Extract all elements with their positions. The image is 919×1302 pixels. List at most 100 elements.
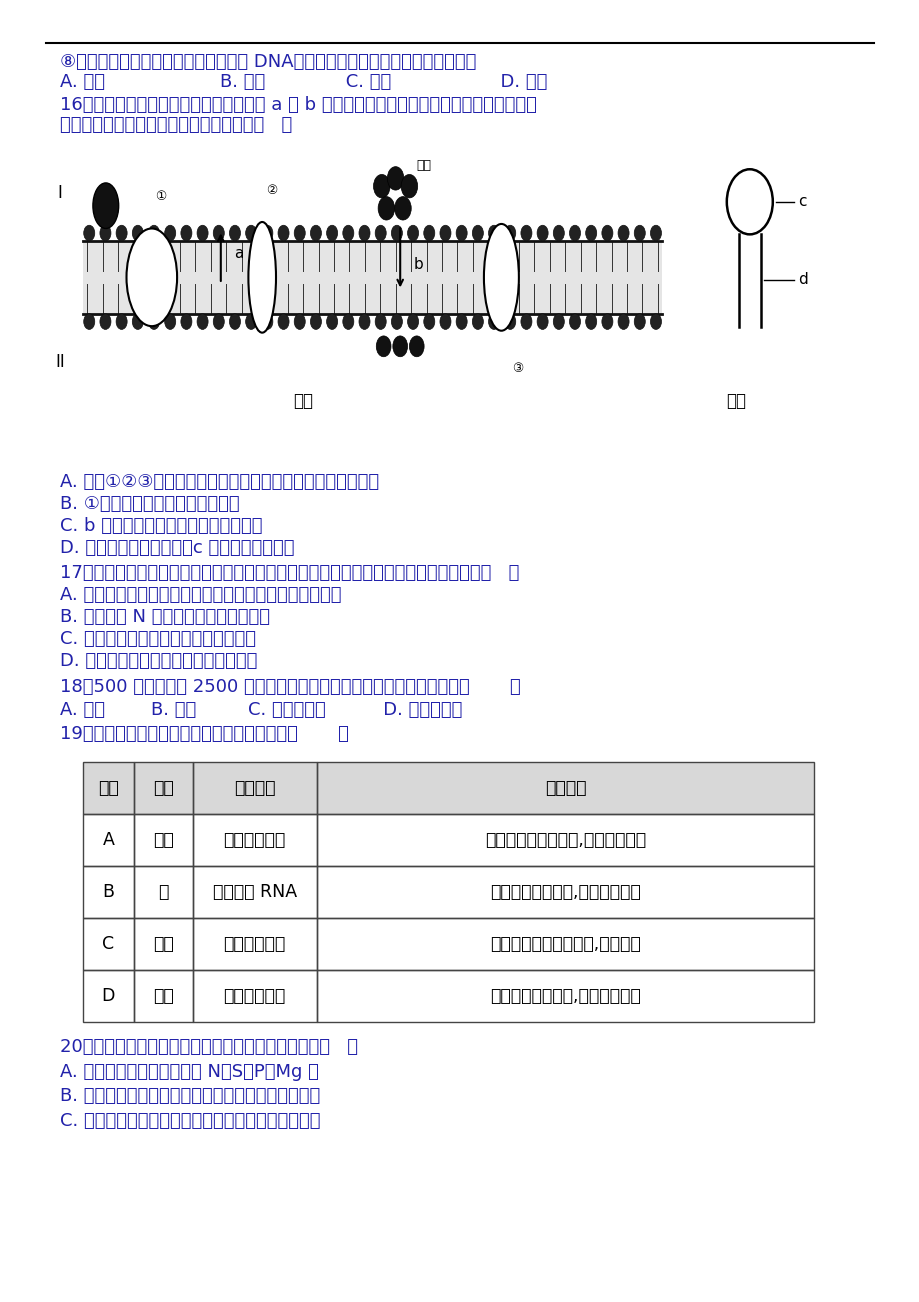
Circle shape (569, 225, 580, 241)
Text: 磷脂分子结构模式图，下列叙述错误的是（   ）: 磷脂分子结构模式图，下列叙述错误的是（ ） (60, 116, 291, 134)
Ellipse shape (483, 224, 518, 331)
Text: a: a (234, 246, 244, 262)
Bar (134, 866, 192, 918)
Text: A. 整合素的合成和加工与核糖体、内质网和高尔基体有关: A. 整合素的合成和加工与核糖体、内质网和高尔基体有关 (60, 586, 341, 604)
Text: 胞量: 胞量 (416, 159, 431, 172)
Text: 蛋白质与糖类: 蛋白质与糖类 (223, 935, 286, 953)
Circle shape (520, 314, 531, 329)
Circle shape (391, 314, 402, 329)
Ellipse shape (93, 182, 119, 229)
Circle shape (537, 314, 548, 329)
Circle shape (601, 225, 612, 241)
Circle shape (375, 314, 386, 329)
Circle shape (424, 225, 435, 241)
Circle shape (132, 225, 143, 241)
Circle shape (585, 314, 596, 329)
Circle shape (100, 225, 111, 241)
Circle shape (165, 314, 176, 329)
Text: 20、下列有关细胞的统一性与差异性的说法正确的是（   ）: 20、下列有关细胞的统一性与差异性的说法正确的是（ ） (60, 1038, 357, 1056)
Circle shape (132, 314, 143, 329)
Bar (83, 970, 813, 1022)
Circle shape (387, 167, 403, 190)
Circle shape (165, 225, 176, 241)
Circle shape (229, 225, 240, 241)
Circle shape (505, 225, 516, 241)
Text: C. 中心体是动物细胞区别于植物细胞所特有的细胞器: C. 中心体是动物细胞区别于植物细胞所特有的细胞器 (60, 1112, 320, 1130)
Circle shape (213, 314, 224, 329)
Text: A: A (102, 831, 114, 849)
Circle shape (633, 314, 644, 329)
Text: 化学组成: 化学组成 (233, 779, 275, 797)
Circle shape (569, 314, 580, 329)
Text: A. 构成细胞的微量元素包括 N、S、P、Mg 等: A. 构成细胞的微量元素包括 N、S、P、Mg 等 (60, 1062, 318, 1081)
Circle shape (650, 225, 661, 241)
Circle shape (294, 225, 305, 241)
Circle shape (407, 314, 418, 329)
Circle shape (488, 225, 499, 241)
Text: ⑧原核细胞与真核细胞的遗传物质都是 DNA，体现了原核细胞与真核细胞的统一性: ⑧原核细胞与真核细胞的遗传物质都是 DNA，体现了原核细胞与真核细胞的统一性 (60, 53, 476, 72)
Bar (192, 866, 316, 918)
Circle shape (262, 314, 273, 329)
Text: ①: ① (155, 190, 166, 203)
Bar (134, 762, 192, 814)
Text: 序号: 序号 (98, 779, 119, 797)
Circle shape (488, 314, 499, 329)
Text: 物质: 物质 (153, 779, 174, 797)
Circle shape (197, 225, 208, 241)
Bar (316, 762, 813, 814)
Text: B. 植物细胞和动物细胞中含量最多的化合物是蛋白质: B. 植物细胞和动物细胞中含量最多的化合物是蛋白质 (60, 1087, 320, 1105)
Circle shape (262, 225, 273, 241)
Bar (83, 814, 134, 866)
Bar (316, 970, 813, 1022)
Circle shape (618, 225, 629, 241)
Circle shape (116, 314, 127, 329)
Bar (83, 241, 662, 314)
Circle shape (552, 225, 563, 241)
Text: 17、整合素是广泛分布于细胞表面的糖蛋白，由两条肽锁构成，下列有关叙述错误的是（   ）: 17、整合素是广泛分布于细胞表面的糖蛋白，由两条肽锁构成，下列有关叙述错误的是（… (60, 564, 518, 582)
Circle shape (181, 225, 192, 241)
Text: C: C (102, 935, 114, 953)
Text: 图甲: 图甲 (293, 392, 313, 410)
Text: 酯: 酯 (158, 883, 168, 901)
Circle shape (378, 197, 394, 220)
Circle shape (358, 225, 369, 241)
Text: D: D (102, 987, 115, 1005)
Circle shape (294, 314, 305, 329)
Bar (83, 866, 134, 918)
Text: 18、500 克黄豆制成 2500 克黄豆芽，在这个过程中有机物总量的变化是（       ）: 18、500 克黄豆制成 2500 克黄豆芽，在这个过程中有机物总量的变化是（ … (60, 678, 520, 697)
Bar (316, 918, 813, 970)
Circle shape (726, 169, 772, 234)
Bar (192, 970, 316, 1022)
Bar (134, 970, 192, 1022)
Circle shape (343, 314, 354, 329)
Bar (83, 762, 813, 814)
Text: 抗体: 抗体 (153, 987, 174, 1005)
Circle shape (373, 174, 390, 198)
Bar (316, 814, 813, 866)
Circle shape (181, 314, 192, 329)
Circle shape (394, 197, 411, 220)
Circle shape (310, 314, 321, 329)
Circle shape (601, 314, 612, 329)
Circle shape (392, 336, 407, 357)
Circle shape (343, 225, 354, 241)
Circle shape (439, 225, 450, 241)
Text: C. b 可表示肌细胞从组织液中吸收氧气: C. b 可表示肌细胞从组织液中吸收氧气 (60, 517, 262, 535)
Bar (192, 762, 316, 814)
Text: 蛋白质或脂肥: 蛋白质或脂肥 (223, 831, 286, 849)
Text: D. 将图乙平展在水面上，c 部分可与水面接触: D. 将图乙平展在水面上，c 部分可与水面接触 (60, 539, 294, 557)
Text: 受体: 受体 (153, 935, 174, 953)
Text: ②: ② (266, 184, 277, 197)
Text: B: B (102, 883, 114, 901)
Circle shape (409, 336, 424, 357)
Circle shape (148, 314, 159, 329)
Text: ③: ③ (512, 362, 523, 375)
Circle shape (100, 314, 111, 329)
Circle shape (424, 314, 435, 329)
Text: A. 一项                    B. 两项              C. 三项                   D. 零项: A. 一项 B. 两项 C. 三项 D. 零项 (60, 73, 547, 91)
Circle shape (84, 314, 95, 329)
Circle shape (148, 225, 159, 241)
Circle shape (456, 314, 467, 329)
Circle shape (278, 314, 289, 329)
Circle shape (633, 225, 644, 241)
